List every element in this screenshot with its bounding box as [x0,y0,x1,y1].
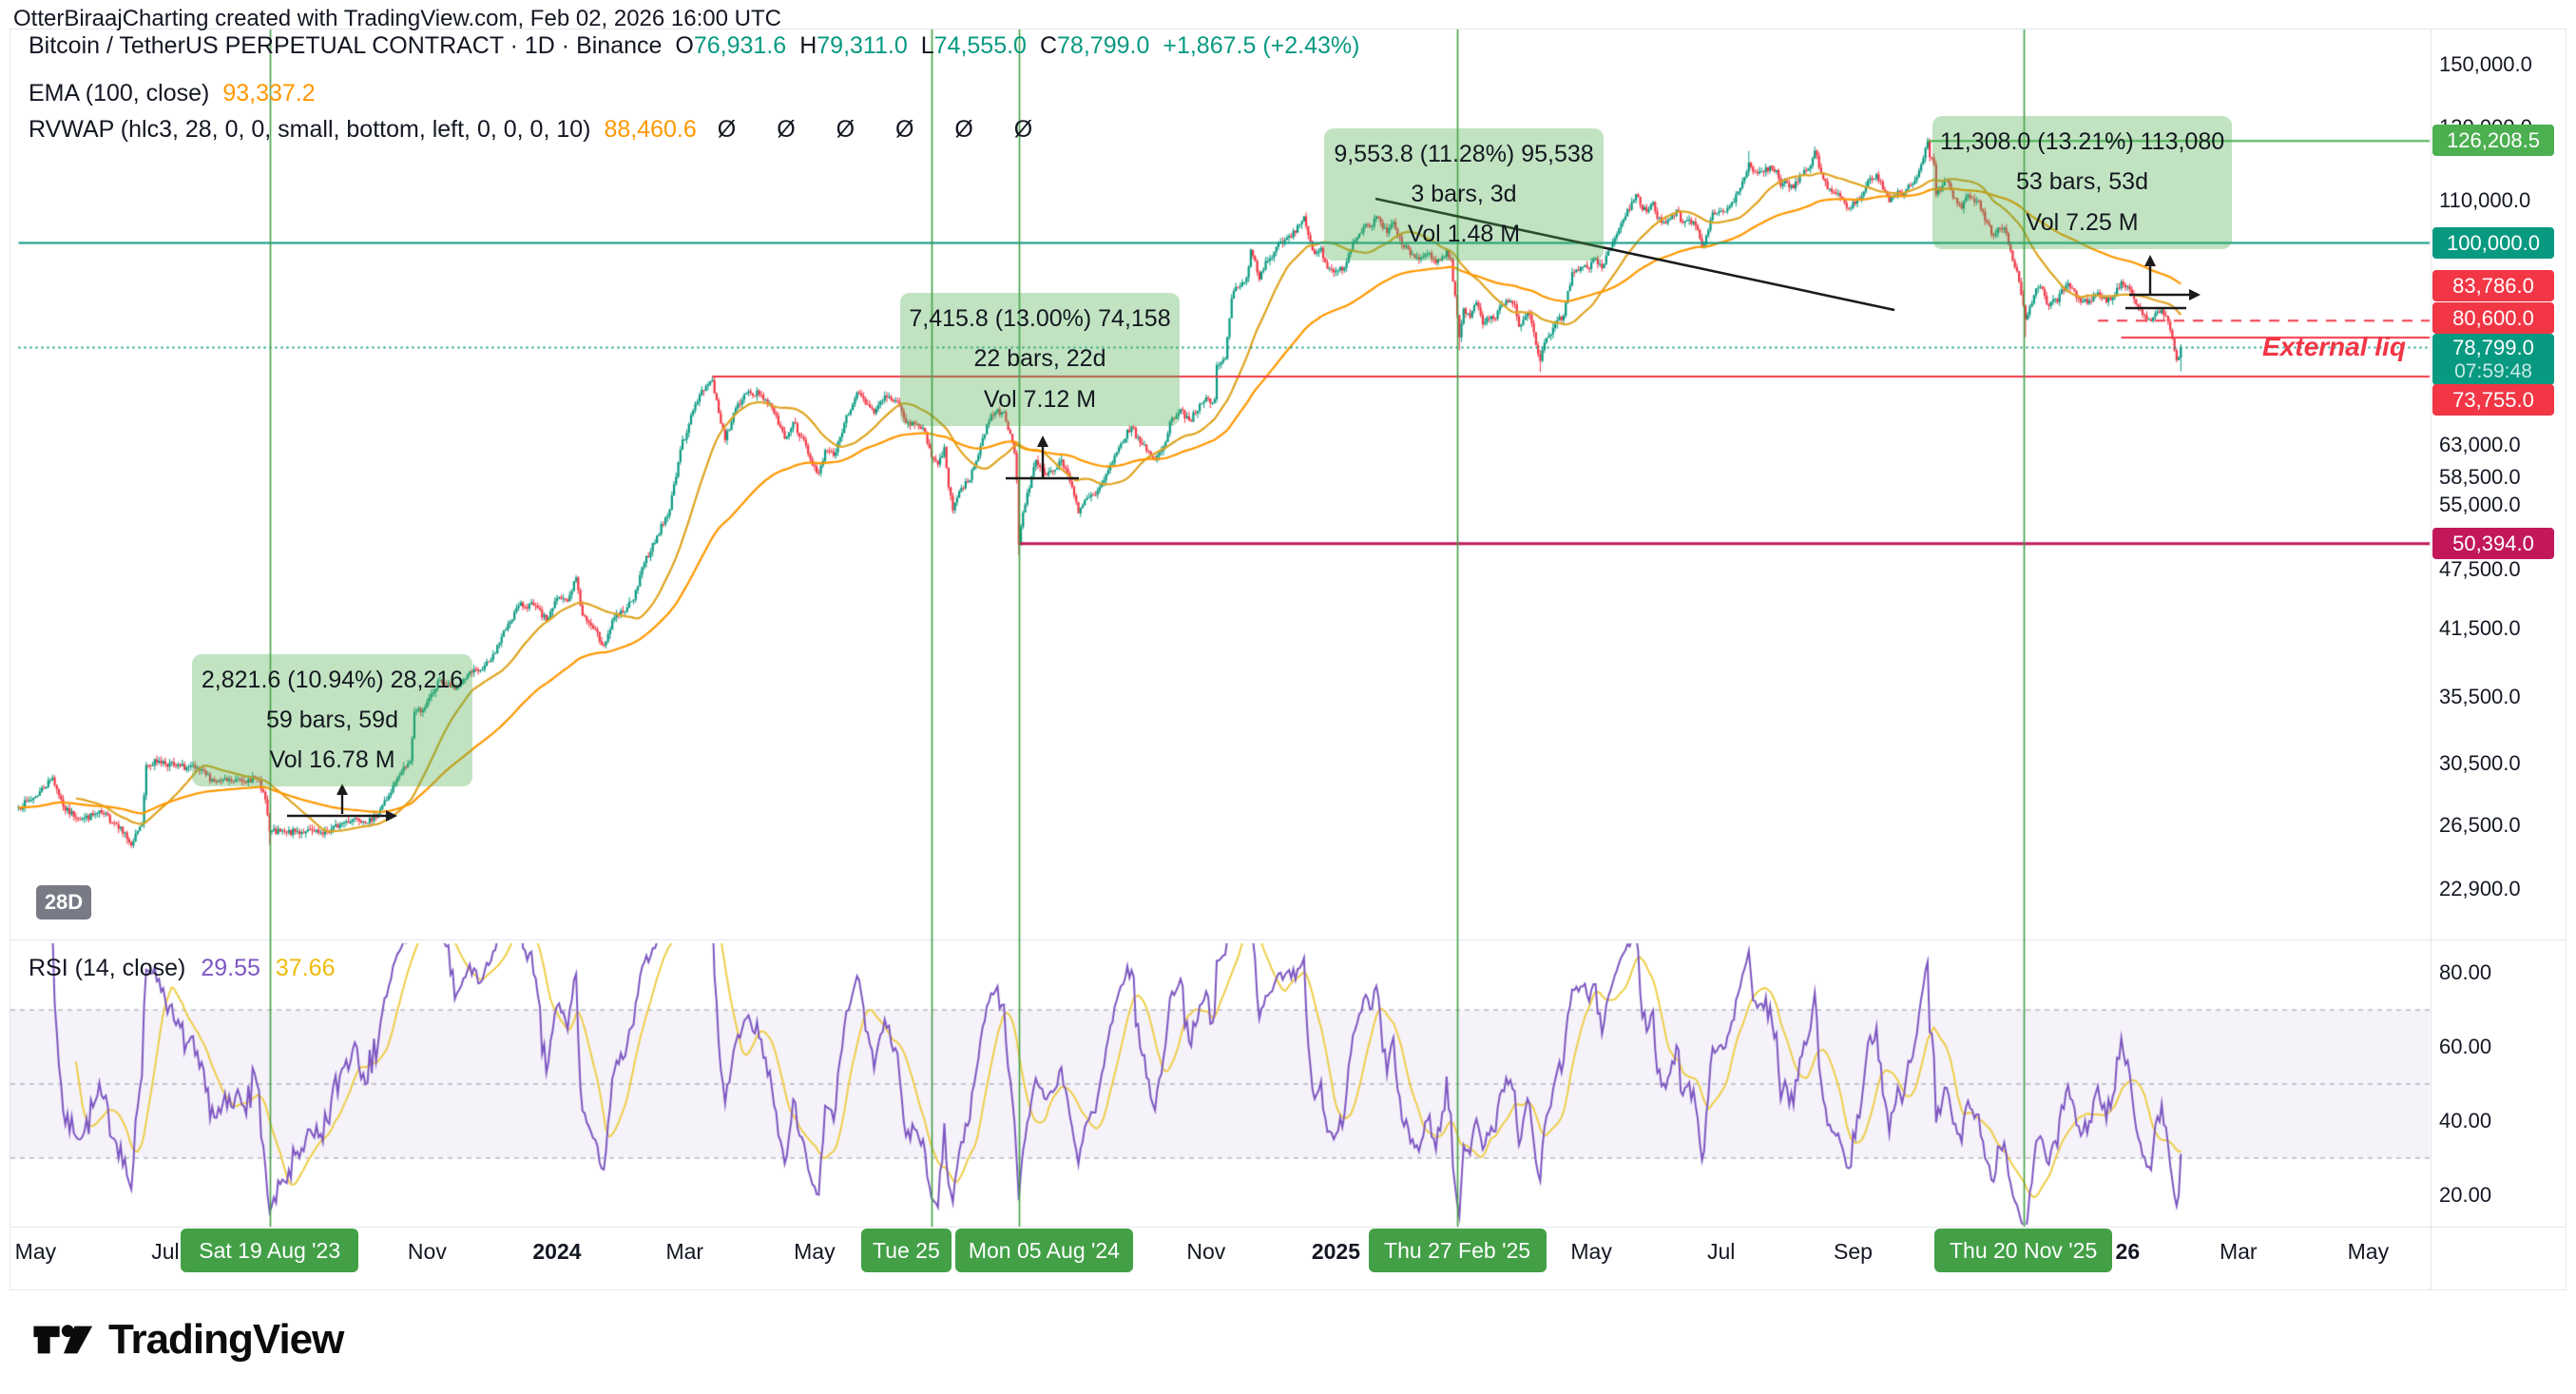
time-axis-tick: Jul [1706,1239,1736,1264]
ema-name: EMA (100, close) [29,80,210,106]
rvwap-null-values: Ø Ø Ø Ø Ø Ø [717,116,1050,143]
price-axis-tick: 26,500.0 [2439,812,2521,837]
ohlc-high: H79,311.0 [799,32,908,59]
tradingview-logo-icon [33,1325,93,1354]
symbol-title[interactable]: Bitcoin / TetherUS PERPETUAL CONTRACT · … [29,32,663,59]
price-axis-tick: 58,500.0 [2439,465,2521,490]
time-axis-tick: 2024 [532,1239,582,1264]
measure-bars-text: 22 bars, 22d [973,345,1106,373]
price-axis-tick: 55,000.0 [2439,492,2521,516]
chart-attribution: OtterBiraajCharting created with Trading… [13,6,781,31]
measure-volume-text: Vol 7.25 M [2026,209,2139,237]
time-axis-tick: May [794,1239,836,1264]
rsi-value: 29.55 [201,955,260,981]
rvwap-value: 88,460.6 [604,116,697,143]
price-level-label[interactable]: 80,600.0 [2432,301,2554,334]
rsi-axis-tick: 80.00 [2439,960,2492,985]
ohlc-low: L74,555.0 [920,32,1027,59]
ohlc-change: +1,867.5 (+2.43%) [1163,32,1360,59]
tradingview-logo-text: TradingView [108,1316,344,1363]
price-axis-tick: 110,000.0 [2439,188,2531,213]
measure-bars-text: 59 bars, 59d [266,706,398,733]
price-range-measure-4[interactable]: 11,308.0 (13.21%) 113,080 53 bars, 53d V… [1932,116,2232,249]
ohlc-close: C78,799.0 [1039,32,1150,59]
price-axis-tick: 47,500.0 [2439,556,2521,581]
measure-volume-text: Vol 7.12 M [983,386,1097,414]
price-axis-tick: 22,900.0 [2439,877,2521,901]
time-axis-tick: 2025 [1311,1239,1361,1264]
ohlc-open: O76,931.6 [675,32,787,59]
bar-countdown: 07:59:48 [2454,360,2532,383]
event-date-label[interactable]: Tue 25 [860,1229,952,1272]
time-axis-tick: Nov [1186,1239,1226,1264]
time-axis-tick: 26 [2115,1239,2141,1264]
event-date-label[interactable]: Thu 20 Nov '25 [1934,1229,2113,1272]
time-axis-tick: May [1570,1239,1612,1264]
time-axis-tick: Nov [407,1239,447,1264]
rsi-ma-value: 37.66 [275,955,336,981]
price-range-measure-3[interactable]: 9,553.8 (11.28%) 95,538 3 bars, 3d Vol 1… [1324,128,1604,261]
rsi-legend[interactable]: RSI (14, close) 29.55 37.66 [29,955,335,982]
rvwap-name: RVWAP (hlc3, 28, 0, 0, small, bottom, le… [29,116,591,143]
rsi-name: RSI (14, close) [29,955,186,981]
event-date-label[interactable]: Sat 19 Aug '23 [181,1229,359,1272]
rvwap-legend[interactable]: RVWAP (hlc3, 28, 0, 0, small, bottom, le… [29,116,1049,144]
external-liquidity-label[interactable]: External liq [2262,332,2406,361]
ema-legend[interactable]: EMA (100, close) 93,337.2 [29,80,316,107]
price-level-label[interactable]: 83,786.0 [2432,270,2554,302]
price-axis-tick: 150,000.0 [2439,52,2532,76]
event-date-label[interactable]: Mon 05 Aug '24 [954,1229,1133,1272]
time-axis-tick: Mar [665,1239,704,1264]
measure-range-text: 9,553.8 (11.28%) 95,538 [1334,140,1594,167]
interval-badge-28d[interactable]: 28D [36,885,91,920]
price-range-measure-1[interactable]: 2,821.6 (10.94%) 28,216 59 bars, 59d Vol… [192,654,472,786]
time-axis-tick: Mar [2219,1239,2258,1264]
tradingview-logo[interactable]: TradingView [32,1316,344,1364]
measure-range-text: 7,415.8 (13.00%) 74,158 [909,304,1171,332]
measure-volume-text: Vol 1.48 M [1407,221,1521,248]
measure-range-text: 11,308.0 (13.21%) 113,080 [1939,127,2225,155]
price-level-label[interactable]: 73,755.0 [2432,383,2554,416]
rsi-axis-tick: 40.00 [2439,1108,2492,1133]
time-axis-tick: Jul [151,1239,180,1264]
rsi-axis-tick: 20.00 [2439,1182,2492,1207]
price-axis-tick: 41,500.0 [2439,615,2521,640]
time-axis-tick: May [14,1239,57,1264]
current-price-label[interactable]: 78,799.0 07:59:48 [2432,334,2554,386]
price-axis-tick: 30,500.0 [2439,750,2521,775]
measure-bars-text: 53 bars, 53d [2016,168,2148,196]
measure-volume-text: Vol 16.78 M [269,746,395,774]
rsi-axis-tick: 60.00 [2439,1035,2492,1059]
measure-bars-text: 3 bars, 3d [1411,180,1517,207]
time-axis-tick: Sep [1834,1239,1873,1264]
measure-range-text: 2,821.6 (10.94%) 28,216 [201,666,464,693]
event-date-label[interactable]: Thu 27 Feb '25 [1368,1229,1547,1272]
price-level-label[interactable]: 100,000.0 [2432,226,2554,259]
price-level-label[interactable]: 126,208.5 [2432,125,2554,157]
time-axis-tick: May [2347,1239,2390,1264]
price-axis-tick: 35,500.0 [2439,684,2521,708]
ema-value: 93,337.2 [222,80,316,106]
symbol-legend[interactable]: Bitcoin / TetherUS PERPETUAL CONTRACT · … [29,32,1359,60]
price-range-measure-2[interactable]: 7,415.8 (13.00%) 74,158 22 bars, 22d Vol… [900,293,1180,426]
price-level-label[interactable]: 50,394.0 [2432,527,2554,559]
price-axis-tick: 63,000.0 [2439,433,2521,457]
